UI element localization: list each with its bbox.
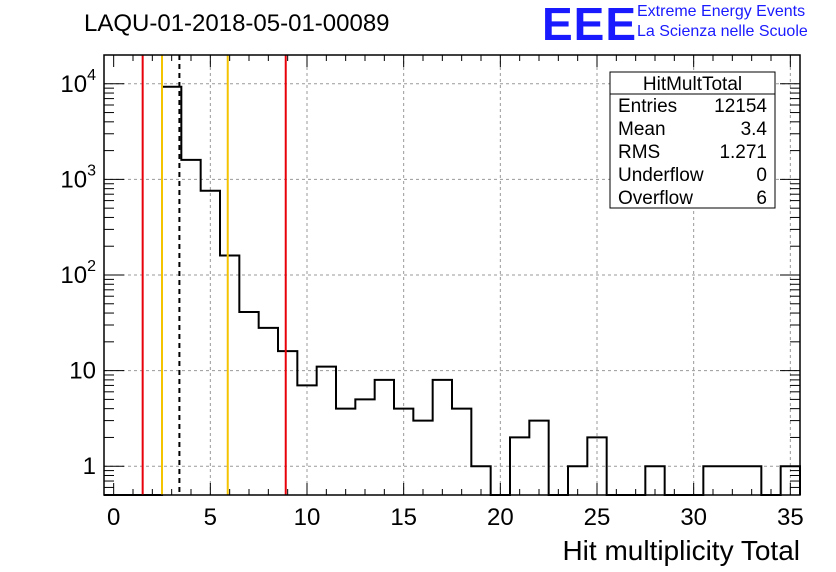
x-tick-label: 20 [487,504,514,531]
histogram-bin [413,421,432,495]
histogram-bin [433,380,452,495]
histogram-bin [220,255,239,495]
histogram-bin [394,409,413,495]
stats-value: 0 [756,165,767,186]
stats-value: 12154 [714,96,767,117]
x-tick-label: 35 [777,504,804,531]
histogram-bin [278,351,297,495]
x-tick-label: 0 [107,504,120,531]
stats-value: 3.4 [741,119,768,140]
stats-box [609,71,776,209]
x-tick-label: 30 [680,504,707,531]
histogram-bin [355,399,374,495]
histogram-bin [452,409,471,495]
stats-label: Underflow [618,165,704,186]
histogram-bin [259,328,278,495]
x-tick-label: 15 [390,504,417,531]
y-tick-label: 1 [83,453,96,480]
y-tick-label: 102 [60,258,96,289]
y-tick-label: 103 [60,162,96,193]
stats-value: 1.271 [719,142,767,163]
histogram-bin [317,367,336,495]
histogram-bin [336,409,355,495]
y-tick-label: 10 [69,358,96,385]
page-title: LAQU-01-2018-05-01-00089 [84,10,390,37]
stats-label: Entries [618,96,677,117]
stats-label: Overflow [618,188,693,209]
stats-label: Mean [618,119,666,140]
logo-caption-line2: La Scienza nelle Scuole [637,23,808,40]
stats-label: RMS [618,142,660,163]
stats-box-title: HitMultTotal [643,74,742,95]
x-tick-label: 25 [584,504,611,531]
y-tick-label: 104 [60,67,96,98]
eee-logo: EEE [542,0,638,50]
histogram-bin [297,385,316,495]
x-tick-label: 5 [204,504,217,531]
x-tick-label: 10 [294,504,321,531]
histogram-bin [510,437,529,495]
histogram-bin [529,421,548,495]
x-axis-label: Hit multiplicity Total [562,535,800,566]
histogram-bin [239,312,258,495]
histogram-bin [375,380,394,495]
logo-caption-line1: Extreme Energy Events [637,3,806,20]
stats-value: 6 [756,188,767,209]
histogram-bin [181,160,200,495]
histogram-bin [201,191,220,495]
